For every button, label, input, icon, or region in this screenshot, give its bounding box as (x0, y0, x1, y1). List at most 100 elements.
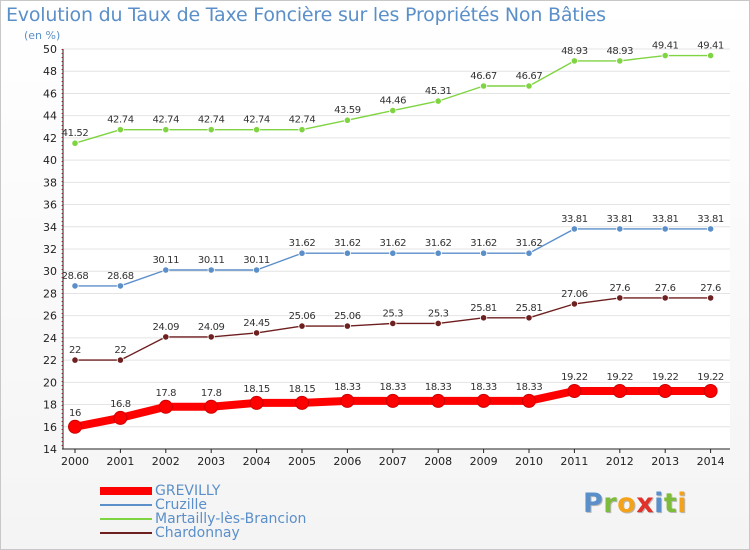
point-cruzille-2012 (616, 225, 624, 233)
point-grevilly-2003 (204, 399, 219, 414)
logo-letter: P (583, 488, 604, 519)
data-label-martailly-l-s-brancion-2010: 46.67 (516, 71, 543, 82)
data-label-cruzille-2012: 33.81 (606, 214, 633, 225)
y-tick-label-40: 40 (43, 154, 57, 167)
logo-letter: t (663, 488, 678, 519)
y-tick-label-42: 42 (43, 132, 57, 145)
data-label-grevilly-2008: 18.33 (425, 382, 452, 393)
data-label-cruzille-2009: 31.62 (470, 238, 497, 249)
data-label-grevilly-2009: 18.33 (470, 382, 497, 393)
y-tick-label-50: 50 (43, 43, 57, 56)
point-grevilly-2000 (68, 419, 82, 434)
logo-letter: i (654, 488, 664, 519)
data-label-martailly-l-s-brancion-2003: 42.74 (198, 115, 225, 126)
point-grevilly-2002 (158, 399, 173, 414)
point-grevilly-2007 (385, 393, 400, 408)
point-cruzille-2007 (389, 249, 397, 257)
data-label-martailly-l-s-brancion-2004: 42.74 (243, 115, 270, 126)
x-tick-label-2002: 2002 (152, 455, 180, 468)
legend-swatch-grevilly (100, 487, 152, 495)
logo-letter: i (677, 488, 688, 519)
point-cruzille-2010 (525, 249, 533, 257)
point-grevilly-2005 (295, 395, 309, 410)
point-cruzille-2002 (162, 266, 170, 274)
point-grevilly-2004 (249, 395, 264, 410)
chart-title: Evolution du Taux de Taxe Foncière sur l… (6, 4, 606, 26)
data-label-grevilly-2013: 19.22 (652, 372, 679, 383)
y-tick-label-46: 46 (43, 87, 57, 100)
point-martailly-l-s-brancion-2014 (706, 51, 715, 60)
data-label-cruzille-2007: 31.62 (379, 238, 406, 249)
data-label-cruzille-2010: 31.62 (516, 238, 543, 249)
y-tick-label-32: 32 (43, 243, 57, 256)
point-chardonnay-2006 (343, 322, 351, 330)
point-martailly-l-s-brancion-2013 (661, 51, 669, 60)
legend-label-martailly-l-s-brancion: Martailly-lès-Brancion (155, 511, 307, 527)
y-tick-label-16: 16 (43, 421, 57, 434)
x-tick-label-2001: 2001 (106, 455, 134, 468)
x-tick-label-2006: 2006 (333, 455, 361, 468)
data-label-martailly-l-s-brancion-2008: 45.31 (425, 86, 452, 97)
legend-swatch-chardonnay (100, 532, 152, 534)
point-cruzille-2000 (71, 282, 79, 290)
grid (62, 48, 730, 450)
data-label-grevilly-2010: 18.33 (516, 382, 543, 393)
data-label-martailly-l-s-brancion-2001: 42.74 (107, 115, 134, 126)
point-martailly-l-s-brancion-2002 (162, 126, 170, 134)
legend-label-cruzille: Cruzille (155, 497, 208, 513)
y-axis-ticks: 14 16 18 20 22 24 26 28 30 32 34 36 38 40 42 44 46 48 50 (43, 43, 57, 456)
point-chardonnay-2012 (616, 294, 624, 302)
point-cruzille-2013 (661, 225, 669, 233)
point-cruzille-2003 (207, 266, 215, 274)
data-label-cruzille-2006: 31.62 (334, 238, 361, 249)
data-labels-layer: 28.68 28.68 30.11 30.11 30.11 31.62 31.62 31.62… (62, 41, 725, 419)
data-label-cruzille-2003: 30.11 (198, 255, 225, 266)
series-layer (68, 51, 718, 434)
data-label-cruzille-2000: 28.68 (62, 271, 89, 282)
data-label-grevilly-2011: 19.22 (561, 372, 588, 383)
data-label-chardonnay-2013: 27.6 (655, 283, 676, 294)
point-chardonnay-2001 (116, 356, 125, 364)
data-label-chardonnay-2005: 25.06 (289, 311, 316, 322)
data-label-cruzille-2005: 31.62 (289, 238, 316, 249)
data-label-chardonnay-2004: 24.45 (243, 318, 270, 329)
point-grevilly-2009 (476, 393, 491, 408)
data-label-chardonnay-2014: 27.6 (700, 283, 721, 294)
x-tick-label-2000: 2000 (61, 455, 89, 468)
data-label-martailly-l-s-brancion-2012: 48.93 (606, 46, 633, 57)
logo-letter: o (617, 488, 637, 519)
point-cruzille-2006 (343, 249, 351, 257)
x-tick-label-2005: 2005 (288, 455, 316, 468)
point-cruzille-2005 (298, 249, 306, 257)
y-tick-label-38: 38 (43, 176, 57, 189)
series-grevilly (68, 384, 718, 434)
point-chardonnay-2013 (661, 294, 669, 302)
logo-letter: r (603, 488, 618, 519)
x-tick-label-2010: 2010 (515, 455, 543, 468)
y-tick-label-26: 26 (43, 310, 57, 323)
data-label-chardonnay-2001: 22 (114, 345, 126, 356)
data-label-cruzille-2001: 28.68 (107, 271, 134, 282)
point-grevilly-2011 (567, 384, 582, 398)
data-label-grevilly-2000: 16 (69, 408, 81, 419)
data-label-chardonnay-2007: 25.3 (382, 308, 403, 319)
proxiti-logo: Proxiti (583, 488, 687, 519)
data-label-martailly-l-s-brancion-2007: 44.46 (379, 96, 406, 107)
y-tick-label-20: 20 (43, 376, 57, 389)
data-label-cruzille-2014: 33.81 (697, 214, 724, 225)
data-label-chardonnay-2000: 22 (69, 345, 81, 356)
data-label-cruzille-2008: 31.62 (425, 238, 452, 249)
data-label-chardonnay-2006: 25.06 (334, 311, 361, 322)
y-tick-label-14: 14 (43, 443, 57, 456)
x-tick-label-2009: 2009 (470, 455, 498, 468)
data-label-cruzille-2004: 30.11 (243, 255, 270, 266)
point-martailly-l-s-brancion-2004 (253, 126, 261, 134)
data-label-grevilly-2006: 18.33 (334, 382, 361, 393)
point-chardonnay-2002 (162, 333, 170, 341)
point-martailly-l-s-brancion-2003 (207, 126, 215, 134)
series-martailly-l-s-brancion (71, 51, 715, 147)
data-label-chardonnay-2010: 25.81 (516, 303, 543, 314)
data-label-chardonnay-2003: 24.09 (198, 322, 225, 333)
point-martailly-l-s-brancion-2006 (343, 116, 351, 124)
x-tick-label-2012: 2012 (606, 455, 634, 468)
